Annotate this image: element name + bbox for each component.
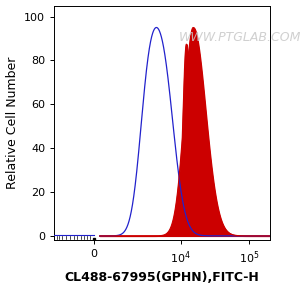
- Text: WWW.PTGLAB.COM: WWW.PTGLAB.COM: [179, 31, 300, 44]
- Y-axis label: Relative Cell Number: Relative Cell Number: [6, 57, 19, 189]
- X-axis label: CL488-67995(GPHN),FITC-H: CL488-67995(GPHN),FITC-H: [64, 271, 259, 284]
